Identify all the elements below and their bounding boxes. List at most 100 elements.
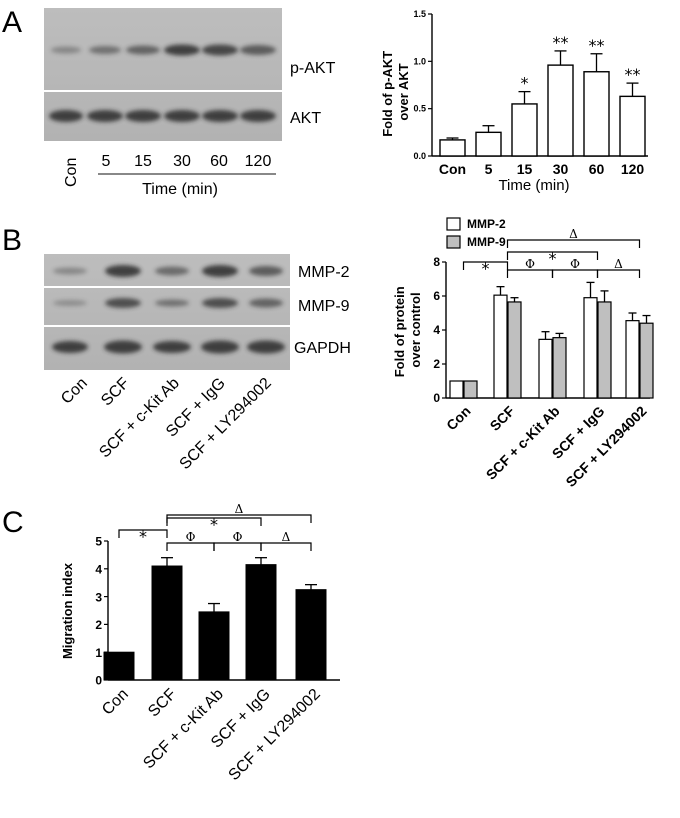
chart-a-sig-30: **	[553, 33, 569, 52]
chart-b-legend-label-mmp-2: MMP-2	[467, 217, 506, 231]
chart-c-xtick-scf: SCF	[145, 686, 180, 721]
chart-c-ylabel: Migration index	[60, 562, 75, 659]
chart-b-bar-mmp-9-con	[463, 380, 478, 399]
chart-b-ylabel: Fold of protein over control	[392, 283, 423, 378]
blot-a-membrane	[44, 8, 282, 141]
blot-label-akt: AKT	[290, 110, 321, 127]
chart-b-ytick-label-4: 8	[433, 255, 440, 269]
chart-a-ytick-label-0: 0.0	[413, 151, 426, 161]
chart-b-ylabel-line1: Fold of protein	[392, 286, 407, 377]
akt-band-1	[87, 110, 123, 122]
panel-letter-c: C	[2, 506, 24, 539]
chart-c-bar-scf	[151, 565, 183, 681]
blot-label-mmp-9: MMP-9	[298, 298, 350, 315]
blot-a: p-AKT AKT Con 5 15 30 60 120 Time (min)	[44, 8, 336, 198]
mmp-2-band-3	[202, 265, 238, 277]
chart-a-ytick-label-1: 0.5	[413, 104, 426, 114]
chart-a-bar-15	[511, 103, 538, 157]
chart-c-ytick-label-3: 3	[95, 590, 102, 604]
chart-b-legend-swatch-mmp-2	[446, 217, 461, 231]
chart-b-bracket-2-label: *	[549, 249, 557, 268]
chart-b-bracket-3	[551, 269, 599, 278]
chart-c-bar-scf-igg	[245, 564, 277, 681]
chart-b-bracket-0-label: *	[482, 259, 490, 278]
chart-c-bracket-4	[166, 514, 312, 523]
chart-b-bar-mmp-2-scf	[493, 294, 508, 399]
chart-b-xtick-con: Con	[443, 403, 474, 434]
gapdh-band-3	[201, 340, 239, 354]
chart-a-sig-60: **	[589, 36, 605, 55]
lane-label-120: 120	[245, 153, 272, 170]
chart-a-ytick-label-3: 1.5	[413, 9, 426, 19]
chart-c-bracket-5-label: Δ	[282, 530, 291, 544]
gapdh-band-2	[153, 341, 191, 353]
lane-label-30: 30	[173, 153, 191, 170]
chart-b-bracket-5-label: Δ	[614, 257, 623, 271]
chart-a-ylabel-line1: Fold of p-AKT	[380, 51, 395, 137]
chart-c-ytick-label-1: 1	[95, 646, 102, 660]
chart-c-ytick-label-2: 2	[95, 618, 102, 632]
mmp-9-band-0	[53, 300, 87, 306]
chart-c-xtick-scf-ly294002: SCF + LY294002	[226, 686, 324, 784]
panel-letter-b: B	[2, 224, 22, 257]
chart-b-xtick-scf: SCF	[487, 402, 518, 433]
chart-b-ytick-label-2: 4	[433, 323, 440, 337]
chart-b-ytick-label-1: 2	[433, 357, 440, 371]
chart-c-xtick-con: Con	[99, 686, 132, 719]
chart-b-bar-mmp-9-scf-ly294002	[639, 322, 654, 399]
mmp-9-band-2	[155, 299, 189, 307]
lane-label-60: 60	[210, 153, 228, 170]
chart-c-ytick-label-5: 5	[95, 535, 102, 549]
blot-b-lane-con: Con	[58, 375, 91, 408]
chart-c-bracket-2-label: *	[210, 515, 218, 534]
chart-b-bar-mmp-2-scf-igg	[583, 297, 598, 399]
chart-b-bar-mmp-2-scf-ly294002	[625, 320, 640, 399]
p-akt-band-1	[89, 46, 121, 54]
blot-label-mmp-2: MMP-2	[298, 264, 350, 281]
chart-a-bar-5	[475, 131, 502, 157]
chart-a-xtick-30: 30	[553, 161, 569, 177]
mmp-9-band-1	[105, 298, 141, 308]
chart-b-bracket-5	[596, 269, 641, 278]
chart-a-xtick-15: 15	[517, 161, 533, 177]
chart-b-ytick-label-0: 0	[433, 391, 440, 405]
chart-b-ylabel-line2: over control	[408, 292, 423, 367]
chart-c-bracket-5	[260, 542, 312, 551]
mmp-9-band-4	[249, 298, 283, 308]
p-akt-band-2	[126, 45, 160, 55]
chart-c-bracket-1-label: Φ	[186, 530, 196, 544]
p-akt-band-3	[164, 44, 200, 56]
chart-c-bracket-3-label: Φ	[233, 530, 243, 544]
p-akt-band-4	[202, 44, 238, 56]
p-akt-band-0	[51, 46, 81, 54]
mmp-2-band-2	[155, 266, 189, 276]
chart-a-sig-120: **	[625, 65, 641, 84]
chart-a-xtick-5: 5	[485, 161, 493, 177]
lane-label-con: Con	[63, 158, 80, 187]
chart-b: Fold of protein over control 0 2 4 6 8 Con SCF…	[392, 217, 654, 490]
chart-c-ytick-label-4: 4	[95, 562, 102, 576]
gapdh-band-1	[104, 340, 142, 354]
chart-c-bar-scf-ly294002	[295, 589, 327, 681]
chart-a-ylabel: Fold of p-AKT over AKT	[380, 47, 411, 137]
chart-b-ytick-label-3: 6	[433, 289, 440, 303]
gapdh-band-0	[52, 341, 88, 353]
chart-a-bar-60	[583, 71, 610, 157]
mmp-9-band-3	[202, 298, 238, 308]
chart-a-xlabel: Time (min)	[498, 177, 569, 194]
akt-band-5	[240, 110, 276, 122]
chart-c-bracket-3	[213, 542, 262, 551]
p-akt-band-5	[240, 45, 276, 55]
akt-band-2	[125, 110, 161, 122]
chart-a-ytick-label-2: 1.0	[413, 56, 426, 66]
blot-label-p-akt: p-AKT	[290, 60, 336, 77]
chart-b-bracket-0	[462, 261, 509, 270]
chart-c-xtick-scf-c-kit-ab: SCF + c-Kit Ab	[140, 686, 227, 773]
chart-c-bracket-4-label: Δ	[235, 502, 244, 516]
lane-label-15: 15	[134, 153, 152, 170]
chart-c-bar-scf-c-kit-ab	[198, 611, 230, 681]
chart-c-bracket-0-label: *	[139, 527, 147, 546]
mmp-2-band-4	[249, 266, 283, 276]
